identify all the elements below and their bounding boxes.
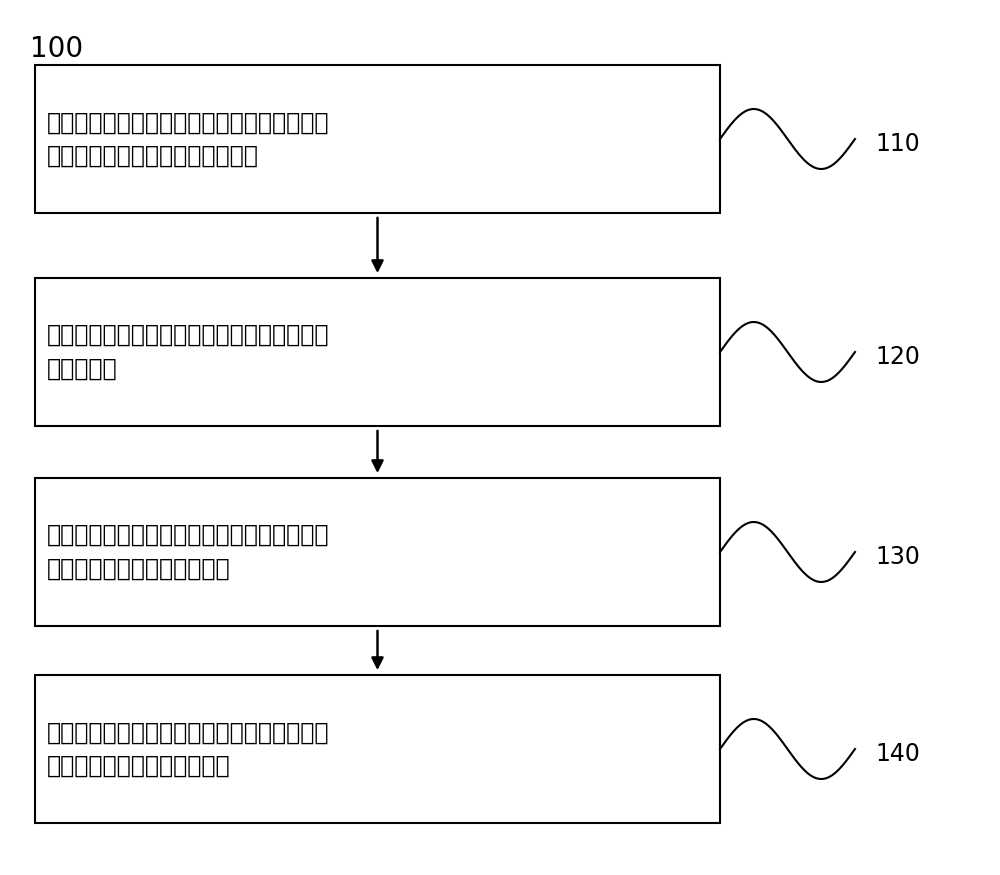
Bar: [35, 675, 720, 823]
Text: 140: 140: [875, 742, 920, 766]
Text: 100: 100: [30, 35, 83, 63]
Text: 110: 110: [875, 132, 920, 156]
Bar: [35, 65, 720, 213]
Text: 信号处理单元将电信号进行放大、滤波、去噪
处理后，传输到数据采集单元: 信号处理单元将电信号进行放大、滤波、去噪 处理后，传输到数据采集单元: [47, 523, 330, 581]
Text: 数据采集单元将模拟信号抄样、量化变为数字
信号得到固体出射荞光的强度: 数据采集单元将模拟信号抄样、量化变为数字 信号得到固体出射荞光的强度: [47, 720, 330, 778]
Bar: [35, 478, 720, 626]
Text: 光学聚集单元高效率收集待测量固体出射的荞
光，并将光汇聚到光电敏感单元上: 光学聚集单元高效率收集待测量固体出射的荞 光，并将光汇聚到光电敏感单元上: [47, 110, 330, 168]
Bar: [35, 278, 720, 426]
Text: 120: 120: [875, 345, 920, 369]
Text: 光电敏感单元将光信号转变为电信号传输到信
号处理单元: 光电敏感单元将光信号转变为电信号传输到信 号处理单元: [47, 323, 330, 381]
Text: 130: 130: [875, 545, 920, 569]
